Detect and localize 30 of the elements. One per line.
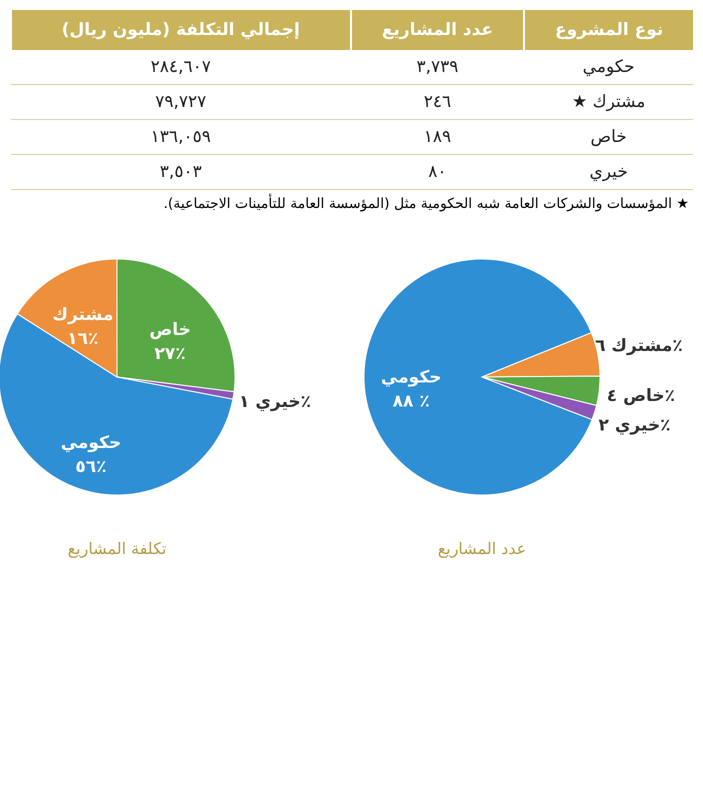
data-label: ٨٨ ٪ <box>392 392 430 412</box>
text: تكلفة المشاريع <box>68 539 166 558</box>
data-label: ٢٧٪ <box>154 344 186 364</box>
text: ★ المؤسسات والشركات العامة شبه الحكومية مثل (المؤسسة العامة للتأمينات الاجتماعية). <box>162 196 689 212</box>
text: ١٣٦,٠٥٩ <box>150 127 211 147</box>
data-label: ١٦٪ <box>67 328 98 349</box>
text: ٨٠ <box>428 162 447 182</box>
text: ٣,٧٣٩ <box>416 57 458 77</box>
text: ٢٨٤,٦٠٧ <box>150 57 211 77</box>
slice-label: خيري ١٪ <box>239 392 312 412</box>
slice-label: خيري ٢٪ <box>598 415 671 436</box>
category-label: إجمالي التكلفة (مليون ريال) <box>11 10 351 50</box>
slice-label: مشترك ٦٪ <box>595 336 683 356</box>
text: ٣,٥٠٣ <box>160 162 202 182</box>
text: مشترك ★ <box>572 92 646 112</box>
slice-label: خاص <box>149 320 191 340</box>
text: ١٨٩ <box>424 127 452 147</box>
text: عدد المشاريع <box>438 539 526 558</box>
text: خاص <box>590 127 627 147</box>
slice-label: مشترك <box>52 304 114 325</box>
slice-label: حكومي <box>380 368 442 388</box>
category-label: عدد المشاريع <box>350 10 524 50</box>
slice-label: خاص ٤٪ <box>606 386 675 406</box>
text: حكومي <box>582 57 635 77</box>
text: ٢٤٦ <box>424 92 452 112</box>
category-label: نوع المشروع <box>524 10 693 50</box>
text: خيري <box>590 162 628 182</box>
slice-label: حكومي <box>60 432 122 453</box>
text: ٧٩,٧٢٧ <box>155 92 206 112</box>
data-label: ٥٦٪ <box>75 456 107 477</box>
